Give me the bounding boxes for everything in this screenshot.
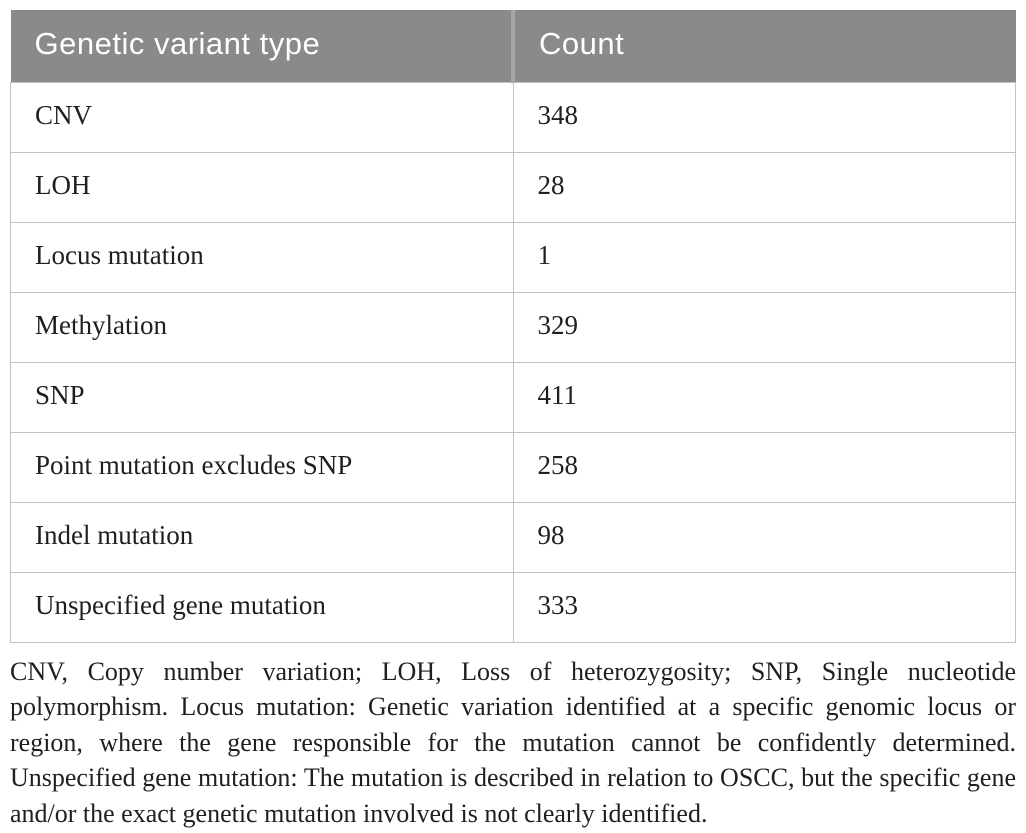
column-header-variant-type: Genetic variant type	[10, 10, 515, 82]
table-row: Locus mutation 1	[10, 221, 1016, 293]
table-header-row: Genetic variant type Count	[10, 10, 1016, 82]
variant-type-cell: LOH	[10, 151, 514, 223]
count-cell: 28	[512, 151, 1016, 223]
variant-type-cell: Point mutation excludes SNP	[10, 431, 514, 503]
count-cell: 258	[512, 431, 1016, 503]
column-header-count: Count	[513, 10, 1016, 82]
table-row: Unspecified gene mutation 333	[10, 571, 1016, 643]
count-cell: 1	[512, 221, 1016, 293]
variant-type-cell: Methylation	[10, 291, 514, 363]
count-cell: 411	[512, 361, 1016, 433]
variant-type-cell: Unspecified gene mutation	[10, 571, 514, 643]
table-row: SNP 411	[10, 361, 1016, 433]
variant-type-cell: SNP	[10, 361, 514, 433]
table-footnote: CNV, Copy number variation; LOH, Loss of…	[10, 656, 1016, 828]
variant-type-cell: CNV	[10, 81, 514, 153]
table-row: LOH 28	[10, 151, 1016, 223]
genetic-variant-table: Genetic variant type Count CNV 348 LOH 2…	[10, 10, 1016, 643]
table-row: Point mutation excludes SNP 258	[10, 431, 1016, 503]
count-cell: 98	[512, 501, 1016, 573]
table-row: Indel mutation 98	[10, 501, 1016, 573]
table-row: CNV 348	[10, 81, 1016, 153]
count-cell: 333	[512, 571, 1016, 643]
table-row: Methylation 329	[10, 291, 1016, 363]
variant-type-cell: Locus mutation	[10, 221, 514, 293]
variant-type-cell: Indel mutation	[10, 501, 514, 573]
count-cell: 329	[512, 291, 1016, 363]
count-cell: 348	[512, 81, 1016, 153]
